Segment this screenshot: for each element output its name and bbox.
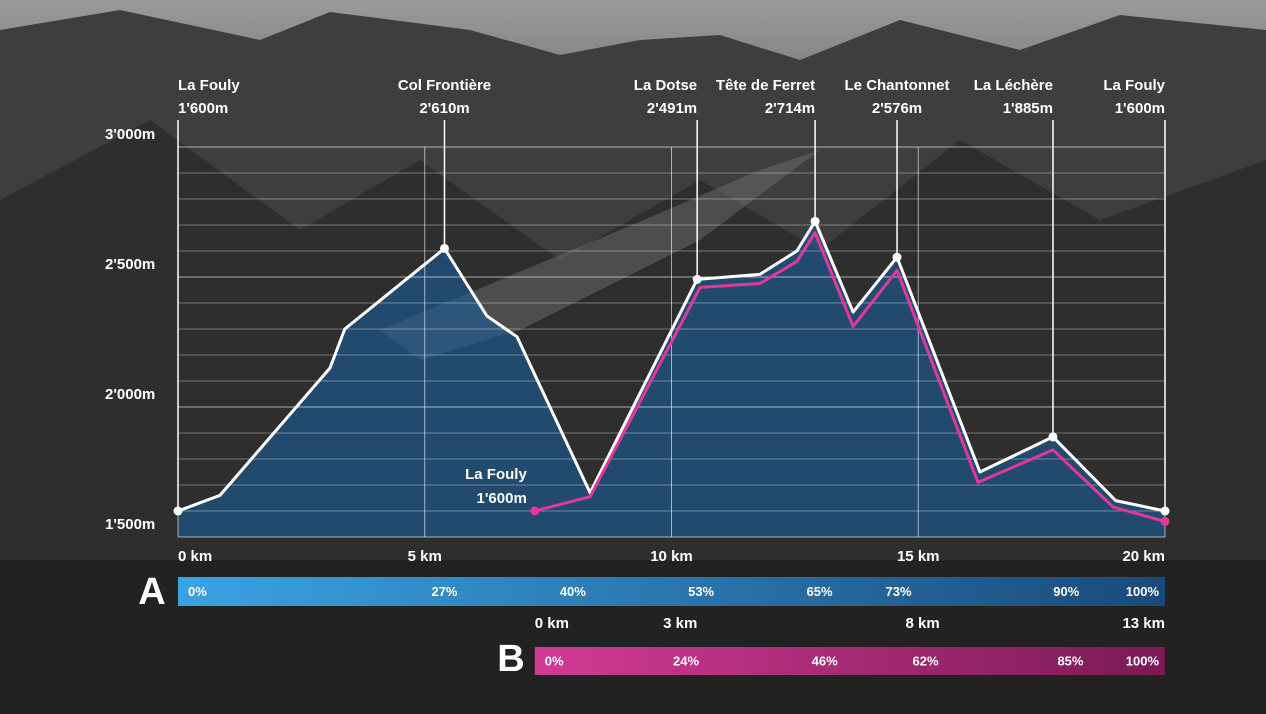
waypoint-elevation: 2'610m — [419, 100, 469, 117]
waypoint — [1160, 506, 1170, 516]
x-tick-label: 5 km — [408, 548, 442, 565]
waypoint-elevation: 1'600m — [178, 100, 228, 117]
progress-bar — [178, 577, 1165, 606]
route-letter: A — [138, 571, 165, 613]
x-tick-label: 0 km — [178, 548, 212, 565]
progress-label: 85% — [1057, 653, 1083, 668]
waypoint — [439, 243, 449, 253]
y-tick-label: 1'500m — [105, 516, 155, 533]
waypoint-elevation: 1'885m — [1003, 100, 1053, 117]
waypoint-elevation: 2'714m — [765, 100, 815, 117]
progress-label: 27% — [431, 584, 457, 599]
waypoint-name: La Dotse — [634, 77, 697, 94]
waypoint-elevation: 2'491m — [647, 100, 697, 117]
route-line — [177, 219, 1166, 513]
progress-label: 46% — [812, 653, 838, 668]
progress-bar — [534, 647, 1165, 675]
progress-label: 100% — [1126, 653, 1160, 668]
waypoint — [692, 274, 702, 284]
y-tick-label: 3'000m — [105, 126, 155, 143]
waypoint-name: La Fouly — [1103, 77, 1165, 94]
waypoint-name: La Fouly — [178, 77, 240, 94]
waypoint-elevation: 2'576m — [872, 100, 922, 117]
waypoint-elevation: 1'600m — [1115, 100, 1165, 117]
progress-label: 53% — [688, 584, 714, 599]
route-letter: B — [497, 638, 524, 680]
progress-label: 0% — [545, 653, 564, 668]
waypoint-name: Tête de Ferret — [716, 77, 815, 94]
progress-label: 0% — [188, 584, 207, 599]
x-tick-label: 20 km — [1122, 548, 1165, 565]
waypoint — [173, 506, 183, 516]
route-line — [534, 231, 1166, 523]
waypoint-elevation: 1'600m — [477, 490, 527, 507]
waypoint-name: La Fouly — [465, 466, 527, 483]
waypoint — [1048, 432, 1058, 442]
progress-label: 73% — [885, 584, 911, 599]
waypoint — [810, 216, 820, 226]
progress-label: 40% — [560, 584, 586, 599]
waypoint — [530, 506, 540, 516]
y-tick-label: 2'500m — [105, 256, 155, 273]
b-distance-label: 13 km — [1122, 615, 1165, 632]
progress-label: 62% — [913, 653, 939, 668]
progress-label: 100% — [1126, 584, 1160, 599]
waypoint-name: Col Frontière — [398, 77, 491, 94]
progress-label: 65% — [807, 584, 833, 599]
progress-label: 24% — [673, 653, 699, 668]
waypoint — [892, 252, 902, 262]
y-tick-label: 2'000m — [105, 386, 155, 403]
waypoint-name: La Léchère — [974, 77, 1053, 94]
b-distance-label: 3 km — [663, 615, 697, 632]
x-tick-label: 10 km — [650, 548, 693, 565]
x-tick-label: 15 km — [897, 548, 940, 565]
b-distance-label: 8 km — [906, 615, 940, 632]
waypoint — [1160, 516, 1170, 526]
progress-label: 90% — [1053, 584, 1079, 599]
waypoint-name: Le Chantonnet — [845, 77, 950, 94]
b-distance-label: 0 km — [535, 615, 569, 632]
snow-slope — [380, 150, 820, 360]
